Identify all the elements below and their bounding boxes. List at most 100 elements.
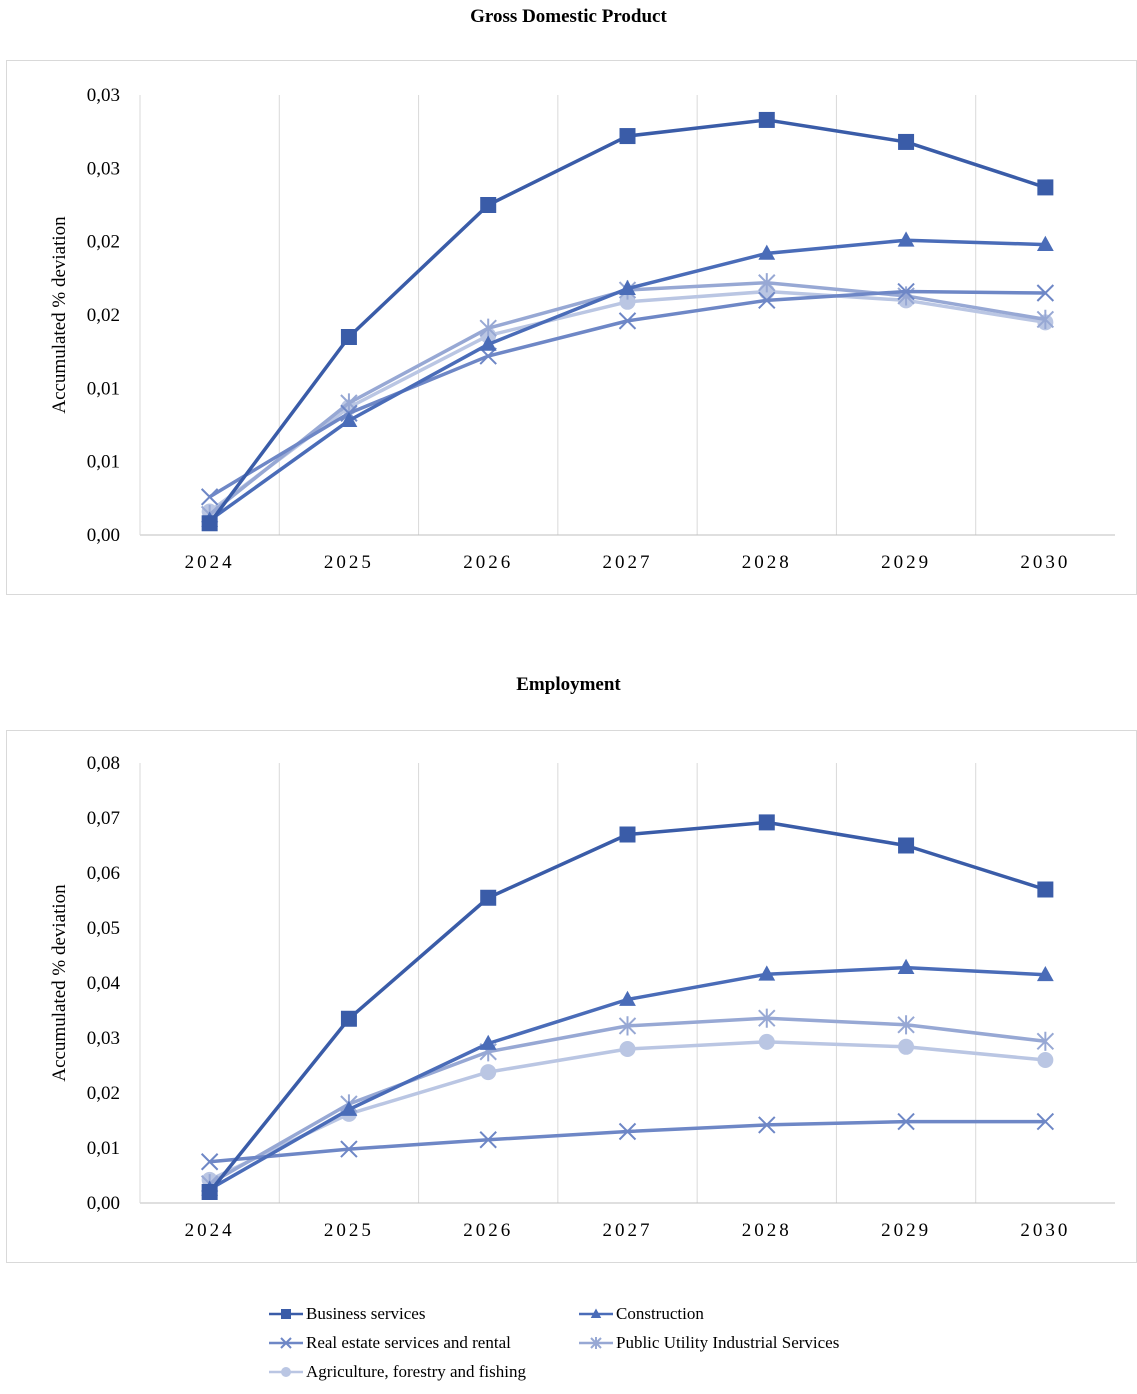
data-point-triangle: [619, 990, 636, 1006]
x-tick-label: 2024: [185, 1220, 235, 1241]
data-point-circle: [898, 1038, 915, 1055]
x-tick-label: 2029: [881, 1220, 931, 1241]
x-tick-label: 2025: [324, 1220, 374, 1241]
data-point-star: [758, 273, 776, 293]
data-point-x: [280, 1337, 292, 1349]
y-tick-label: 0,03: [87, 85, 120, 106]
x-tick-label: 2030: [1020, 1220, 1070, 1241]
data-point-square: [619, 128, 636, 145]
legend-item-public-utility: Public Utility Industrial Services: [578, 1331, 839, 1355]
data-point-star: [758, 1008, 776, 1028]
data-point-square: [1037, 881, 1054, 898]
data-point-triangle: [897, 231, 915, 247]
data-point-x: [340, 1140, 358, 1158]
data-point-square: [898, 837, 915, 854]
data-point-x: [758, 291, 776, 310]
y-tick-label: 0,01: [87, 378, 120, 399]
data-point-star: [1036, 1031, 1055, 1051]
x-tick-label: 2027: [603, 1220, 653, 1241]
gdp-chart: 0,00 0,01 0,01 0,02 0,02 0,03 0,03 2024 2025 2026…: [49, 85, 1115, 573]
data-point-x: [618, 312, 637, 330]
legend-item-business-services: Business services: [268, 1302, 425, 1326]
series-x: [200, 1112, 1055, 1171]
y-tick-label: 0,00: [87, 525, 120, 546]
legend-item-construction: Construction: [578, 1302, 704, 1326]
data-point-circle: [281, 1367, 291, 1377]
x-tick-label: 2029: [881, 552, 931, 573]
employment-chart-title: Employment: [516, 674, 621, 695]
x-tick-label: 2027: [603, 552, 653, 573]
data-point-x: [1036, 1112, 1055, 1131]
series-triangle: [201, 958, 1054, 1196]
data-point-triangle: [340, 411, 358, 427]
data-point-square: [898, 133, 915, 150]
x-tick-label: 2030: [1020, 552, 1070, 573]
x-tick-label: 2028: [742, 1220, 792, 1241]
series-triangle: [201, 231, 1054, 527]
data-point-x: [479, 1131, 497, 1149]
data-point-circle: [758, 1033, 775, 1050]
data-point-x: [897, 1112, 915, 1131]
series-x: [200, 282, 1055, 506]
legend-label: Construction: [616, 1304, 704, 1323]
data-point-triangle: [1036, 235, 1054, 251]
data-point-square: [758, 111, 775, 128]
data-point-x: [897, 282, 915, 301]
data-point-square: [619, 826, 636, 843]
legend-marker-star: [579, 1337, 613, 1349]
y-tick-label: 0,03: [87, 1028, 120, 1049]
legend-item-agriculture: Agriculture, forestry and fishing: [268, 1360, 526, 1384]
data-point-square: [758, 814, 775, 831]
series-line: [208, 289, 1046, 513]
y-tick-label: 0,06: [87, 863, 120, 884]
y-tick-label: 0,02: [87, 1083, 120, 1104]
data-point-square: [281, 1309, 291, 1319]
y-tick-label: 0,05: [87, 918, 120, 939]
data-point-square: [480, 197, 497, 213]
series-line: [208, 289, 1046, 499]
series-circle: [201, 1033, 1054, 1188]
series-star: [200, 273, 1055, 525]
legend-marker-triangle: [579, 1308, 613, 1318]
series-line: [208, 820, 1046, 1194]
data-point-square: [480, 889, 497, 906]
data-point-x: [200, 488, 219, 506]
y-tick-label: 0,04: [87, 973, 121, 994]
y-tick-label: 0,03: [87, 158, 120, 179]
data-point-x: [758, 1116, 776, 1134]
series-square: [201, 111, 1054, 532]
legend-label: Agriculture, forestry and fishing: [306, 1362, 526, 1381]
x-tick-label: 2026: [463, 552, 513, 573]
data-point-square: [340, 1010, 357, 1027]
legend-marker-x: [269, 1337, 303, 1349]
x-tick-label: 2026: [463, 1220, 513, 1241]
y-tick-label: 0,02: [87, 232, 120, 253]
data-point-x: [1036, 284, 1055, 302]
data-point-triangle: [758, 244, 776, 260]
y-tick-label: 0,02: [87, 305, 120, 326]
y-tick-label: 0,07: [87, 808, 120, 829]
data-point-triangle: [590, 1308, 602, 1318]
legend-marker-square: [269, 1309, 303, 1319]
data-point-circle: [480, 1064, 497, 1081]
data-point-x: [200, 1153, 219, 1171]
employment-chart: 0,00 0,01 0,02 0,03 0,04 0,05 0,06 0,07 0,08 2024…: [49, 753, 1115, 1241]
legend-item-real-estate: Real estate services and rental: [268, 1331, 511, 1355]
data-point-triangle: [479, 335, 497, 351]
series-circle: [201, 283, 1054, 520]
legend-label: Business services: [306, 1304, 426, 1323]
x-tick-label: 2024: [185, 552, 235, 573]
y-tick-label: 0,01: [87, 1138, 120, 1159]
y-axis-label: Accumulated % deviation: [49, 884, 70, 1082]
series-line: [209, 1119, 1046, 1164]
series-star: [200, 1008, 1055, 1194]
series-line: [208, 280, 1046, 516]
data-point-square: [201, 515, 218, 532]
legend-label: Public Utility Industrial Services: [616, 1333, 840, 1352]
data-point-x: [618, 1122, 637, 1141]
gdp-chart-title: Gross Domestic Product: [470, 6, 667, 27]
x-tick-label: 2028: [742, 552, 792, 573]
data-point-star: [590, 1337, 602, 1349]
y-axis-label: Accumulated % deviation: [49, 216, 70, 414]
data-point-star: [1036, 309, 1055, 329]
